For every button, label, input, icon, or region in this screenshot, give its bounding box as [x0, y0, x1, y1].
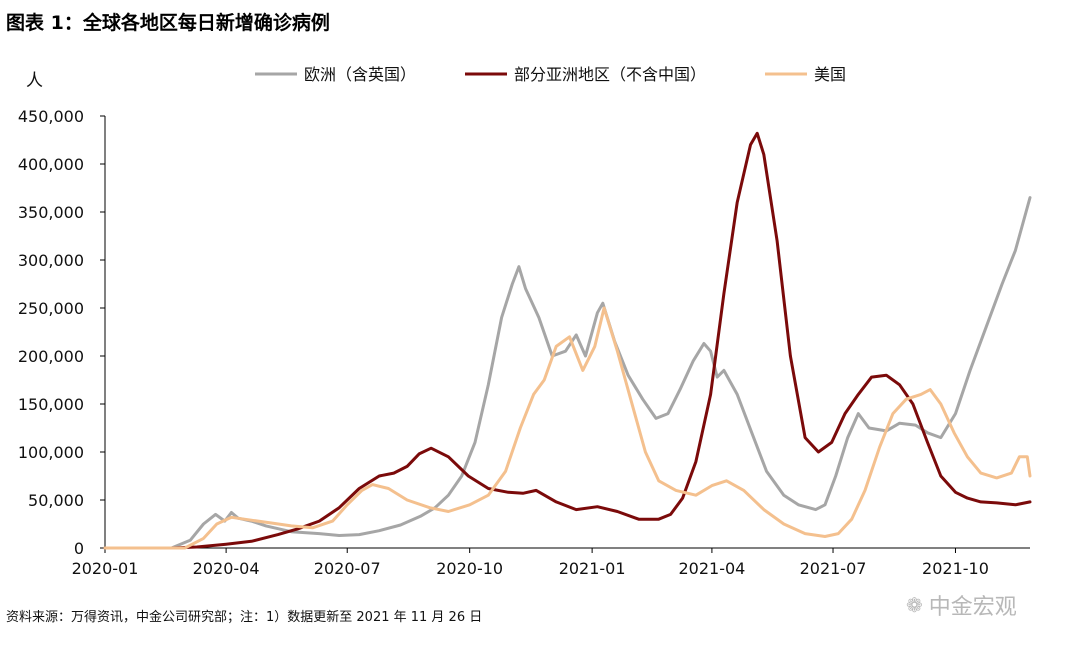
x-tick-label: 2020-07: [314, 559, 381, 578]
y-axis-label: 人: [26, 71, 43, 91]
y-tick-label: 400,000: [18, 155, 84, 174]
wechat-icon: ❁: [906, 593, 923, 617]
y-tick-label: 0: [74, 539, 84, 558]
series-layer: [103, 131, 1032, 550]
y-tick-label: 250,000: [18, 299, 84, 318]
x-axis: 2020-01 2020-04 2020-07 2020-10 2021-01 2021-…: [72, 547, 1030, 578]
chart-title: 图表 1：全球各地区每日新增确诊病例: [6, 12, 330, 34]
y-tick-label: 350,000: [18, 203, 84, 222]
y-axis: 0 50,000 100,000 150,000 200,000 250,000 300,0…: [18, 71, 106, 558]
watermark-text: 中金宏观: [928, 595, 1017, 620]
x-tick-label: 2021-07: [800, 559, 867, 578]
watermark: ❁ 中金宏观: [906, 589, 1017, 621]
series-line: [103, 196, 1032, 550]
legend-label: 美国: [814, 65, 846, 84]
y-tick-label: 300,000: [18, 251, 84, 270]
y-tick-label: 50,000: [28, 491, 84, 510]
y-tick-label: 200,000: [18, 347, 84, 366]
x-tick-label: 2021-10: [922, 559, 989, 578]
series-line: [103, 131, 1032, 550]
x-tick-label: 2020-10: [436, 559, 503, 578]
y-tick-label: 150,000: [18, 395, 84, 414]
x-tick-label: 2021-04: [678, 559, 745, 578]
line-chart: 欧洲（含英国） 部分亚洲地区（不含中国） 美国 0 50,000 100,000 150,…: [18, 65, 1032, 578]
y-tick-label: 450,000: [18, 107, 84, 126]
x-tick-label: 2020-04: [193, 559, 260, 578]
x-tick-label: 2020-01: [72, 559, 139, 578]
legend: 欧洲（含英国） 部分亚洲地区（不含中国） 美国: [255, 65, 846, 84]
y-tick-label: 100,000: [18, 443, 84, 462]
legend-label: 部分亚洲地区（不含中国）: [514, 65, 706, 84]
legend-label: 欧洲（含英国）: [304, 65, 416, 84]
series-line: [103, 306, 1032, 550]
x-tick-label: 2021-01: [559, 559, 626, 578]
source-note: 资料来源：万得资讯，中金公司研究部；注：1）数据更新至 2021 年 11 月 …: [6, 610, 483, 625]
